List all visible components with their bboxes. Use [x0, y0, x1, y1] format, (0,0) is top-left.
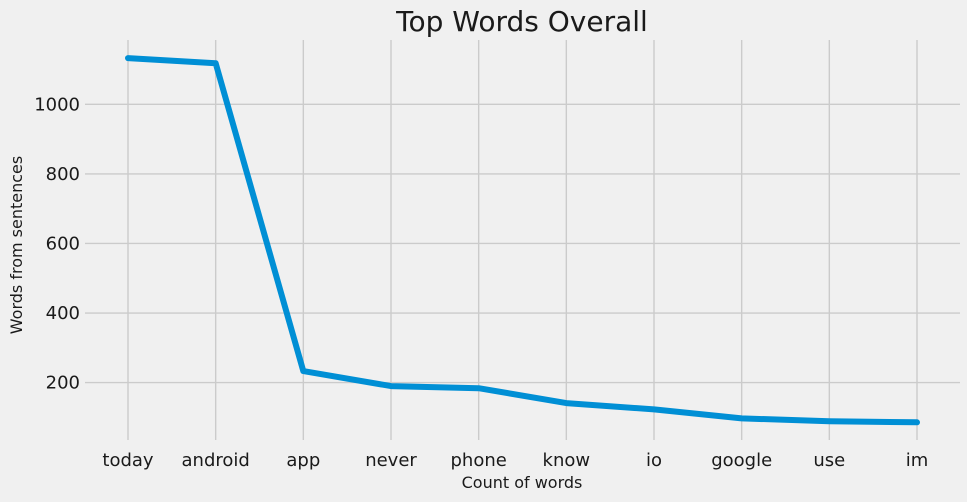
x-tick-label: know [543, 450, 591, 471]
x-tick-labels: today android app never phone know io google use… [102, 450, 928, 471]
chart-title: Top Words Overall [395, 5, 648, 38]
x-tick-label: im [906, 450, 929, 471]
x-tick-label: today [102, 450, 154, 471]
y-tick-label: 800 [46, 164, 80, 185]
x-tick-label: app [286, 450, 320, 471]
x-tick-label: never [365, 450, 417, 471]
y-tick-labels: 200 400 600 800 1000 [34, 94, 80, 393]
grid [85, 40, 960, 440]
x-axis-title: Count of words [462, 473, 583, 492]
y-tick-label: 1000 [34, 94, 80, 115]
series-layer [125, 55, 920, 426]
x-tick-label: phone [450, 450, 506, 471]
x-tick-label: use [813, 450, 845, 471]
y-axis-title: Words from sentences [7, 156, 26, 334]
y-tick-label: 400 [46, 303, 80, 324]
x-tick-label: android [182, 450, 250, 471]
y-tick-label: 200 [46, 373, 80, 394]
x-tick-label: io [646, 450, 662, 471]
series-line [125, 55, 920, 426]
y-tick-label: 600 [46, 233, 80, 254]
x-tick-label: google [711, 450, 772, 471]
